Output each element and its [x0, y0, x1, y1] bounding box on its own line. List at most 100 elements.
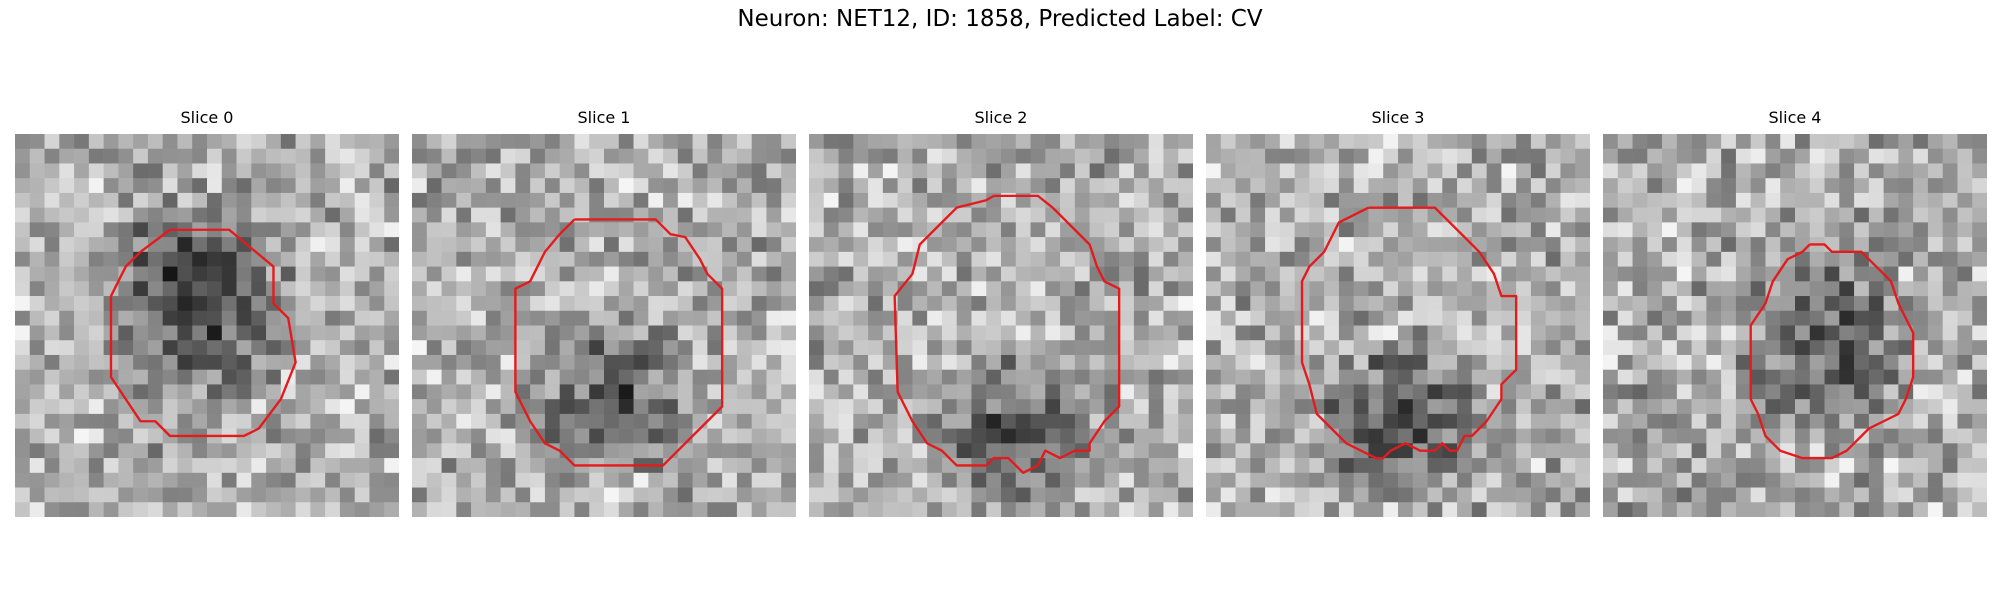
pixel [369, 502, 385, 517]
pixel [1074, 325, 1090, 341]
pixel [103, 266, 119, 282]
pixel [1220, 487, 1236, 503]
pixel [882, 237, 898, 253]
pixel [1324, 148, 1340, 164]
pixel [1001, 428, 1017, 444]
pixel [559, 310, 575, 326]
pixel [515, 354, 531, 370]
pixel [500, 281, 516, 297]
pixel [1235, 163, 1251, 179]
pixel [384, 178, 399, 194]
pixel [1338, 281, 1354, 297]
pixel [103, 207, 119, 223]
pixel [133, 502, 149, 517]
pixel [853, 207, 869, 223]
pixel [1030, 251, 1046, 267]
pixel [310, 310, 326, 326]
pixel [1676, 325, 1692, 341]
pixel [426, 148, 442, 164]
pixel [1632, 310, 1648, 326]
pixel [1972, 281, 1987, 297]
pixel [1148, 148, 1164, 164]
pixel [1898, 163, 1914, 179]
pixel [1220, 163, 1236, 179]
pixel [369, 443, 385, 459]
pixel [1632, 266, 1648, 282]
pixel [1001, 354, 1017, 370]
pixel [266, 354, 282, 370]
pixel [1854, 369, 1870, 385]
pixel [544, 458, 560, 474]
pixel [1442, 163, 1458, 179]
pixel [1206, 428, 1222, 444]
pixel [1104, 369, 1120, 385]
pixel [192, 148, 208, 164]
pixel [1647, 399, 1663, 415]
pixel [1735, 399, 1751, 415]
pixel [1294, 222, 1310, 238]
pixel [781, 502, 796, 517]
pixel [544, 354, 560, 370]
pixel [1735, 340, 1751, 356]
pixel [1898, 399, 1914, 415]
pixel [207, 192, 223, 208]
pixel [354, 399, 370, 415]
pixel [1398, 237, 1414, 253]
pixel [633, 399, 649, 415]
pixel [663, 325, 679, 341]
pixel [1691, 354, 1707, 370]
pixel [1220, 237, 1236, 253]
pixel [1706, 325, 1722, 341]
pixel [59, 192, 75, 208]
pixel [663, 134, 679, 150]
pixel [1383, 428, 1399, 444]
pixel [971, 163, 987, 179]
pixel [897, 384, 913, 400]
pixel [1309, 354, 1325, 370]
pixel [692, 192, 708, 208]
pixel [1163, 251, 1179, 267]
pixel [897, 251, 913, 267]
pixel [1015, 237, 1031, 253]
pixel [1809, 399, 1825, 415]
pixel [1074, 296, 1090, 312]
pixel [736, 428, 752, 444]
pixel [544, 369, 560, 385]
pixel [515, 428, 531, 444]
pixel [441, 458, 457, 474]
pixel [1780, 399, 1796, 415]
pixel [956, 266, 972, 282]
pixel [1074, 207, 1090, 223]
pixel [280, 502, 296, 517]
pixel [766, 163, 782, 179]
pixel [29, 192, 45, 208]
pixel [236, 178, 252, 194]
pixel [1442, 472, 1458, 488]
pixel [1309, 207, 1325, 223]
pixel [1045, 163, 1061, 179]
pixel [1662, 148, 1678, 164]
pixel [766, 296, 782, 312]
pixel [1089, 369, 1105, 385]
pixel [766, 428, 782, 444]
pixel [500, 399, 516, 415]
pixel [515, 384, 531, 400]
pixel [1647, 178, 1663, 194]
pixel [15, 384, 31, 400]
pixel [1412, 192, 1428, 208]
pixel [1647, 207, 1663, 223]
pixel [74, 237, 90, 253]
pixel [1015, 310, 1031, 326]
pixel [1957, 222, 1973, 238]
pixel [1383, 340, 1399, 356]
pixel [530, 178, 546, 194]
pixel [882, 487, 898, 503]
pixel [1868, 178, 1884, 194]
pixel [133, 369, 149, 385]
pixel [1809, 178, 1825, 194]
pixel [927, 458, 943, 474]
pixel [912, 443, 928, 459]
pixel [471, 458, 487, 474]
pixel [838, 281, 854, 297]
pixel [1750, 222, 1766, 238]
